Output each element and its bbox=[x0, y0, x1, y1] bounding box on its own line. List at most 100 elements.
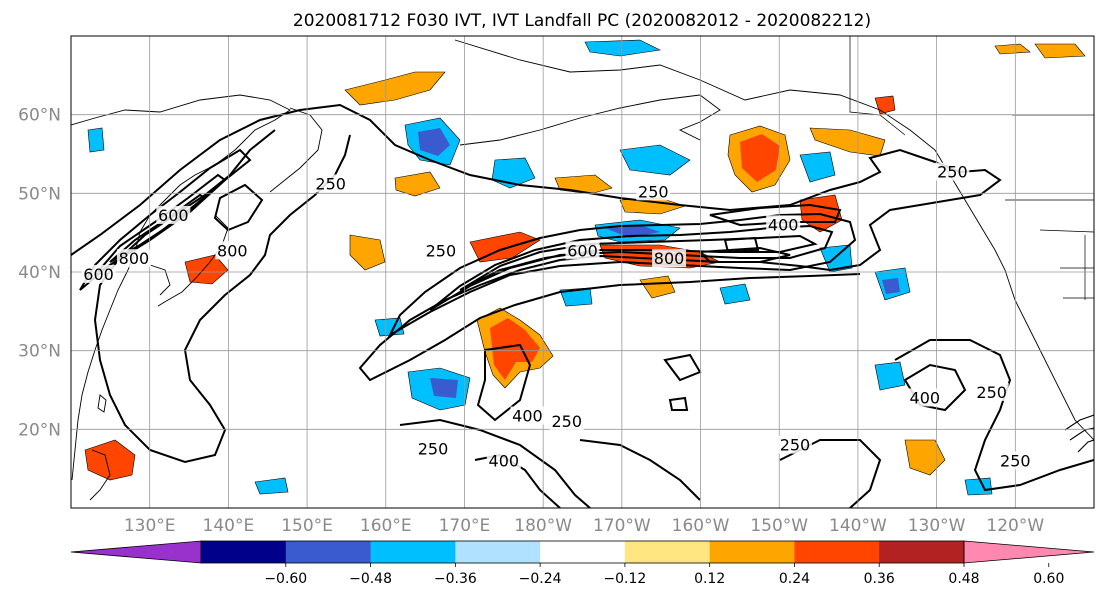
positive-anomaly-patch bbox=[1034, 43, 1086, 59]
colorbar-tick-label: 0.36 bbox=[864, 571, 895, 587]
positive-anomaly-patch bbox=[349, 234, 386, 271]
negative-anomaly-patch bbox=[584, 39, 661, 57]
contour-label-background bbox=[486, 451, 521, 470]
korea-coastline bbox=[149, 264, 171, 296]
contour-label: 250 bbox=[315, 174, 346, 193]
contour-label: 250 bbox=[551, 412, 582, 431]
contour-label-background bbox=[974, 382, 1009, 401]
latitude-tick-label: 40°N bbox=[18, 263, 61, 283]
colorbar bbox=[70, 540, 1095, 567]
gridlines bbox=[71, 36, 1094, 508]
map-panel: 250 250 250 250 250 250 250 250 250 400 400 400 400 6… bbox=[70, 35, 1095, 509]
alaska-canada-border bbox=[849, 36, 906, 136]
ivt-contour-800 bbox=[697, 246, 791, 263]
colorbar-segment bbox=[624, 541, 711, 563]
contour-label: 400 bbox=[512, 407, 543, 426]
colorbar-tick-label: 0.60 bbox=[1033, 571, 1064, 587]
contour-label-background bbox=[565, 241, 600, 260]
contour-label: 250 bbox=[937, 163, 968, 182]
colorbar-segment bbox=[540, 541, 626, 563]
longitude-tick-label: 150°W bbox=[750, 516, 808, 536]
ivt-contours-thin bbox=[1064, 414, 1094, 453]
latitude-tick-label: 60°N bbox=[18, 106, 61, 126]
colorbar-segment bbox=[370, 541, 456, 563]
colorbar-tick-label: −0.12 bbox=[603, 571, 646, 587]
contour-label-background bbox=[415, 439, 450, 458]
contour-label-background bbox=[423, 241, 458, 260]
longitude-tick-label: 140°W bbox=[829, 516, 887, 536]
contour-label: 250 bbox=[976, 383, 1007, 402]
negative-anomaly-patch bbox=[799, 151, 836, 183]
colorbar-extend-min bbox=[70, 540, 202, 564]
ivt-contour-250 bbox=[894, 339, 1094, 492]
longitude-tick-label: 140°E bbox=[203, 516, 255, 536]
positive-anomaly-patch bbox=[344, 71, 446, 106]
ivt-contour-250 bbox=[663, 353, 702, 382]
contour-label-background bbox=[215, 241, 250, 260]
taiwan-coastline bbox=[97, 394, 107, 413]
contour-label: 250 bbox=[1000, 451, 1031, 470]
contour-label-background bbox=[652, 249, 687, 268]
ivt-contour-250 bbox=[399, 418, 591, 508]
contour-label: 400 bbox=[910, 388, 941, 407]
contour-label-background bbox=[998, 451, 1033, 470]
ivt-contour-800 bbox=[1077, 439, 1094, 453]
ivt-contour-400 bbox=[709, 203, 842, 227]
positive-anomaly-patch bbox=[84, 439, 136, 481]
ivt-contour-250 bbox=[779, 439, 882, 508]
ivt-contour-800 bbox=[1069, 427, 1094, 441]
negative-anomaly-core bbox=[430, 378, 458, 398]
positive-anomaly-patch bbox=[639, 275, 676, 299]
colorbar-segment bbox=[455, 541, 541, 563]
coastlines bbox=[71, 39, 1094, 501]
contour-label: 250 bbox=[780, 436, 811, 455]
positive-anomaly-patch bbox=[904, 439, 946, 476]
colorbar-frame bbox=[200, 540, 965, 564]
negative-anomaly-patch bbox=[874, 361, 906, 391]
positive-anomaly-patch bbox=[184, 254, 229, 285]
ivt-contour-250 bbox=[668, 396, 689, 411]
longitude-tick-label: 150°E bbox=[281, 516, 333, 536]
latitude-tick-labels: 20°N 30°N 40°N 50°N 60°N bbox=[18, 106, 61, 441]
latitude-tick-label: 30°N bbox=[18, 342, 61, 362]
colorbar-tick-label: −0.60 bbox=[264, 571, 307, 587]
map-frame bbox=[70, 35, 1095, 509]
contour-label-background bbox=[510, 406, 545, 425]
longitude-tick-label: 170°W bbox=[593, 516, 651, 536]
longitude-tick-label: 130°E bbox=[124, 516, 176, 536]
contour-label-background bbox=[907, 388, 942, 407]
figure-title: 2020081712 F030 IVT, IVT Landfall PC (20… bbox=[293, 11, 871, 31]
contour-label: 800 bbox=[217, 241, 248, 260]
longitude-tick-label: 160°W bbox=[672, 516, 730, 536]
positive-anomaly-patch bbox=[994, 43, 1031, 55]
negative-anomaly-core bbox=[882, 278, 900, 294]
ivt-contour-250 bbox=[723, 236, 760, 254]
contour-label: 800 bbox=[119, 249, 150, 268]
contour-label-background bbox=[81, 264, 116, 283]
colorbar-segment bbox=[794, 541, 880, 563]
contour-label-background bbox=[636, 182, 671, 201]
colorbar-segment bbox=[285, 541, 372, 563]
contour-label-background bbox=[766, 215, 801, 234]
contour-label: 600 bbox=[567, 241, 598, 260]
contour-labels: 250 250 250 250 250 250 250 250 250 400 400 400 400 6… bbox=[81, 162, 1033, 470]
positive-anomaly-patch bbox=[874, 95, 896, 115]
positive-anomaly-core bbox=[740, 134, 780, 182]
philippines-coastline bbox=[89, 449, 111, 501]
contour-label: 800 bbox=[654, 249, 685, 268]
negative-anomaly-patch bbox=[819, 244, 853, 273]
negative-anomaly-patch bbox=[491, 157, 536, 189]
colorbar-tick-label: −0.24 bbox=[519, 571, 562, 587]
colorbar-tick-label: 0.24 bbox=[779, 571, 810, 587]
ivt-contours bbox=[71, 103, 1094, 508]
contour-label-background bbox=[313, 174, 348, 193]
contour-label-background bbox=[549, 412, 584, 431]
colorbar-tick-label: 0.12 bbox=[694, 571, 725, 587]
contour-label-background bbox=[116, 249, 151, 268]
negative-anomaly-patch bbox=[964, 477, 993, 496]
longitude-tick-label: 170°E bbox=[439, 516, 491, 536]
contour-label: 600 bbox=[158, 206, 189, 225]
negative-anomaly-core bbox=[418, 128, 450, 156]
ivt-contour-400 bbox=[387, 212, 857, 338]
